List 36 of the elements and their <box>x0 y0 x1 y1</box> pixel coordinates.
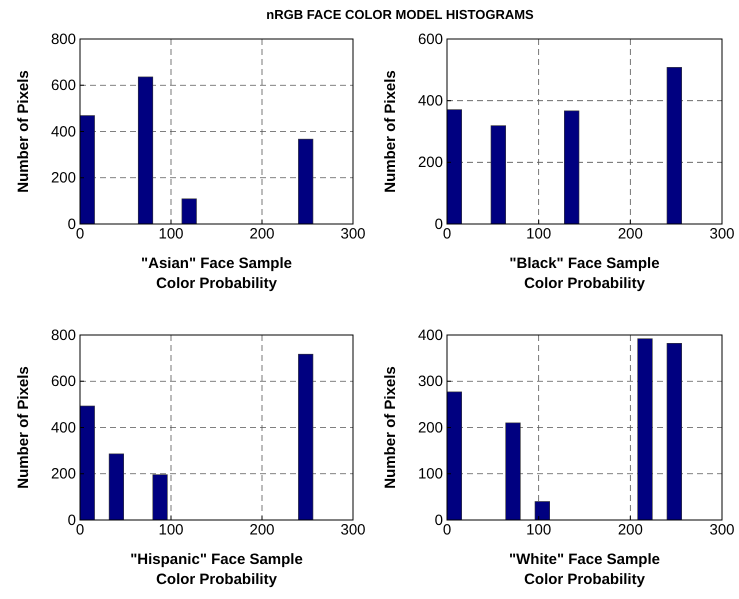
y-tick-label: 200 <box>418 154 443 172</box>
y-tick-label: 300 <box>418 373 443 390</box>
y-axis-title: Number of Pixels <box>15 366 32 489</box>
y-tick-label: 600 <box>50 77 76 94</box>
y-tick-label: 200 <box>50 170 76 187</box>
x-tick-label: 200 <box>618 226 643 243</box>
x-tick-label: 300 <box>709 522 735 539</box>
y-tick-label: 600 <box>418 30 443 48</box>
y-tick-label: 400 <box>50 419 76 436</box>
x-tick-label: 100 <box>526 522 552 539</box>
x-tick-label: 200 <box>618 522 643 539</box>
x-axis-title: "White" Face Sample Color Probability <box>509 551 660 588</box>
y-tick-label: 400 <box>418 326 443 344</box>
x-tick-label: 100 <box>158 226 184 243</box>
y-tick-label: 800 <box>50 326 76 344</box>
x-tick-label: 300 <box>709 226 735 243</box>
y-axis-title: Number of Pixels <box>382 366 399 489</box>
x-axis-title: "Hispanic" Face Sample Color Probability <box>130 551 303 588</box>
y-axis-title: Number of Pixels <box>15 70 32 193</box>
y-tick-label: 100 <box>418 466 443 483</box>
y-tick-label: 400 <box>50 123 76 140</box>
x-axis-title: "Black" Face Sample Color Probability <box>509 255 660 292</box>
x-tick-label: 200 <box>249 522 275 539</box>
y-tick-label: 400 <box>418 92 443 110</box>
y-tick-label: 200 <box>418 419 443 436</box>
y-tick-label: 600 <box>50 373 76 390</box>
x-tick-label: 100 <box>526 226 552 243</box>
x-tick-label: 100 <box>158 522 184 539</box>
y-axis-title: Number of Pixels <box>382 70 399 193</box>
y-tick-label: 200 <box>50 466 76 483</box>
y-tick-label: 800 <box>50 30 76 48</box>
x-tick-label: 200 <box>249 226 275 243</box>
x-tick-label: 300 <box>340 522 366 539</box>
x-axis-title: "Asian" Face Sample Color Probability <box>141 255 292 292</box>
x-tick-label: 300 <box>340 226 366 243</box>
text: nRGB FACE COLOR MODEL HISTOGRAMS <box>266 7 534 22</box>
